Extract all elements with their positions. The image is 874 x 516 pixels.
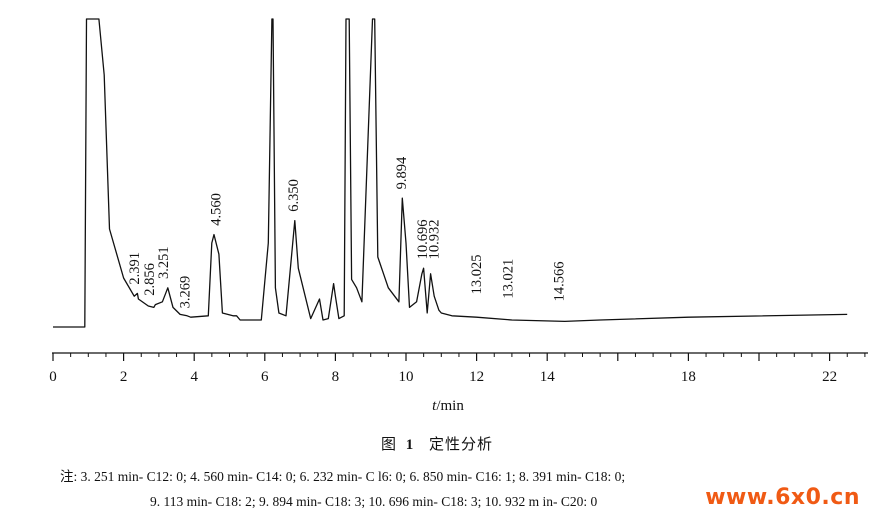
x-axis-variable: t — [432, 398, 437, 414]
note-line-2: 9. 113 min- C18: 2; 9. 894 min- C18: 3; … — [150, 494, 598, 509]
x-tick-label: 18 — [681, 369, 696, 385]
caption-prefix: 图 — [380, 437, 397, 453]
peak-label: 13.021 — [501, 259, 517, 299]
peak-label: 4.560 — [208, 193, 224, 226]
peak-label: 14.566 — [551, 262, 567, 302]
x-axis-title: t/min — [432, 398, 464, 414]
x-tick-label: 14 — [540, 369, 556, 385]
peak-label: 2.856 — [142, 263, 158, 296]
watermark-logo: www.6x0.cn — [705, 485, 860, 510]
figure-caption: 图 1 定性分析 — [0, 433, 874, 454]
caption-number: 1 — [405, 437, 415, 453]
x-tick-label: 8 — [332, 369, 340, 385]
x-tick-label: 4 — [190, 369, 198, 385]
peak-label: 10.932 — [427, 220, 443, 260]
x-tick-label: 6 — [261, 369, 269, 385]
peak-label: 10.696 — [415, 220, 431, 260]
x-tick-label: 2 — [120, 369, 128, 385]
peak-label: 3.251 — [156, 246, 172, 279]
x-tick-label: 10 — [399, 369, 414, 385]
peak-label: 9.894 — [394, 156, 410, 189]
peak-label: 13.025 — [469, 255, 485, 295]
x-tick-label: 0 — [49, 369, 57, 385]
chromatogram-trace — [53, 18, 848, 328]
peak-label: 2.391 — [127, 252, 143, 285]
peak-label: 6.350 — [286, 179, 302, 212]
x-axis-unit: /min — [436, 398, 464, 414]
peak-label: 3.269 — [177, 276, 193, 309]
x-tick-label: 22 — [822, 369, 837, 385]
x-tick-label: 12 — [469, 369, 484, 385]
note-line-1: 注: 3. 251 min- C12: 0; 4. 560 min- C14: … — [60, 469, 626, 484]
chromatogram-chart: 0246810121418222428t/min2.3912.8563.2513… — [49, 18, 868, 414]
caption-title: 定性分析 — [429, 437, 494, 453]
